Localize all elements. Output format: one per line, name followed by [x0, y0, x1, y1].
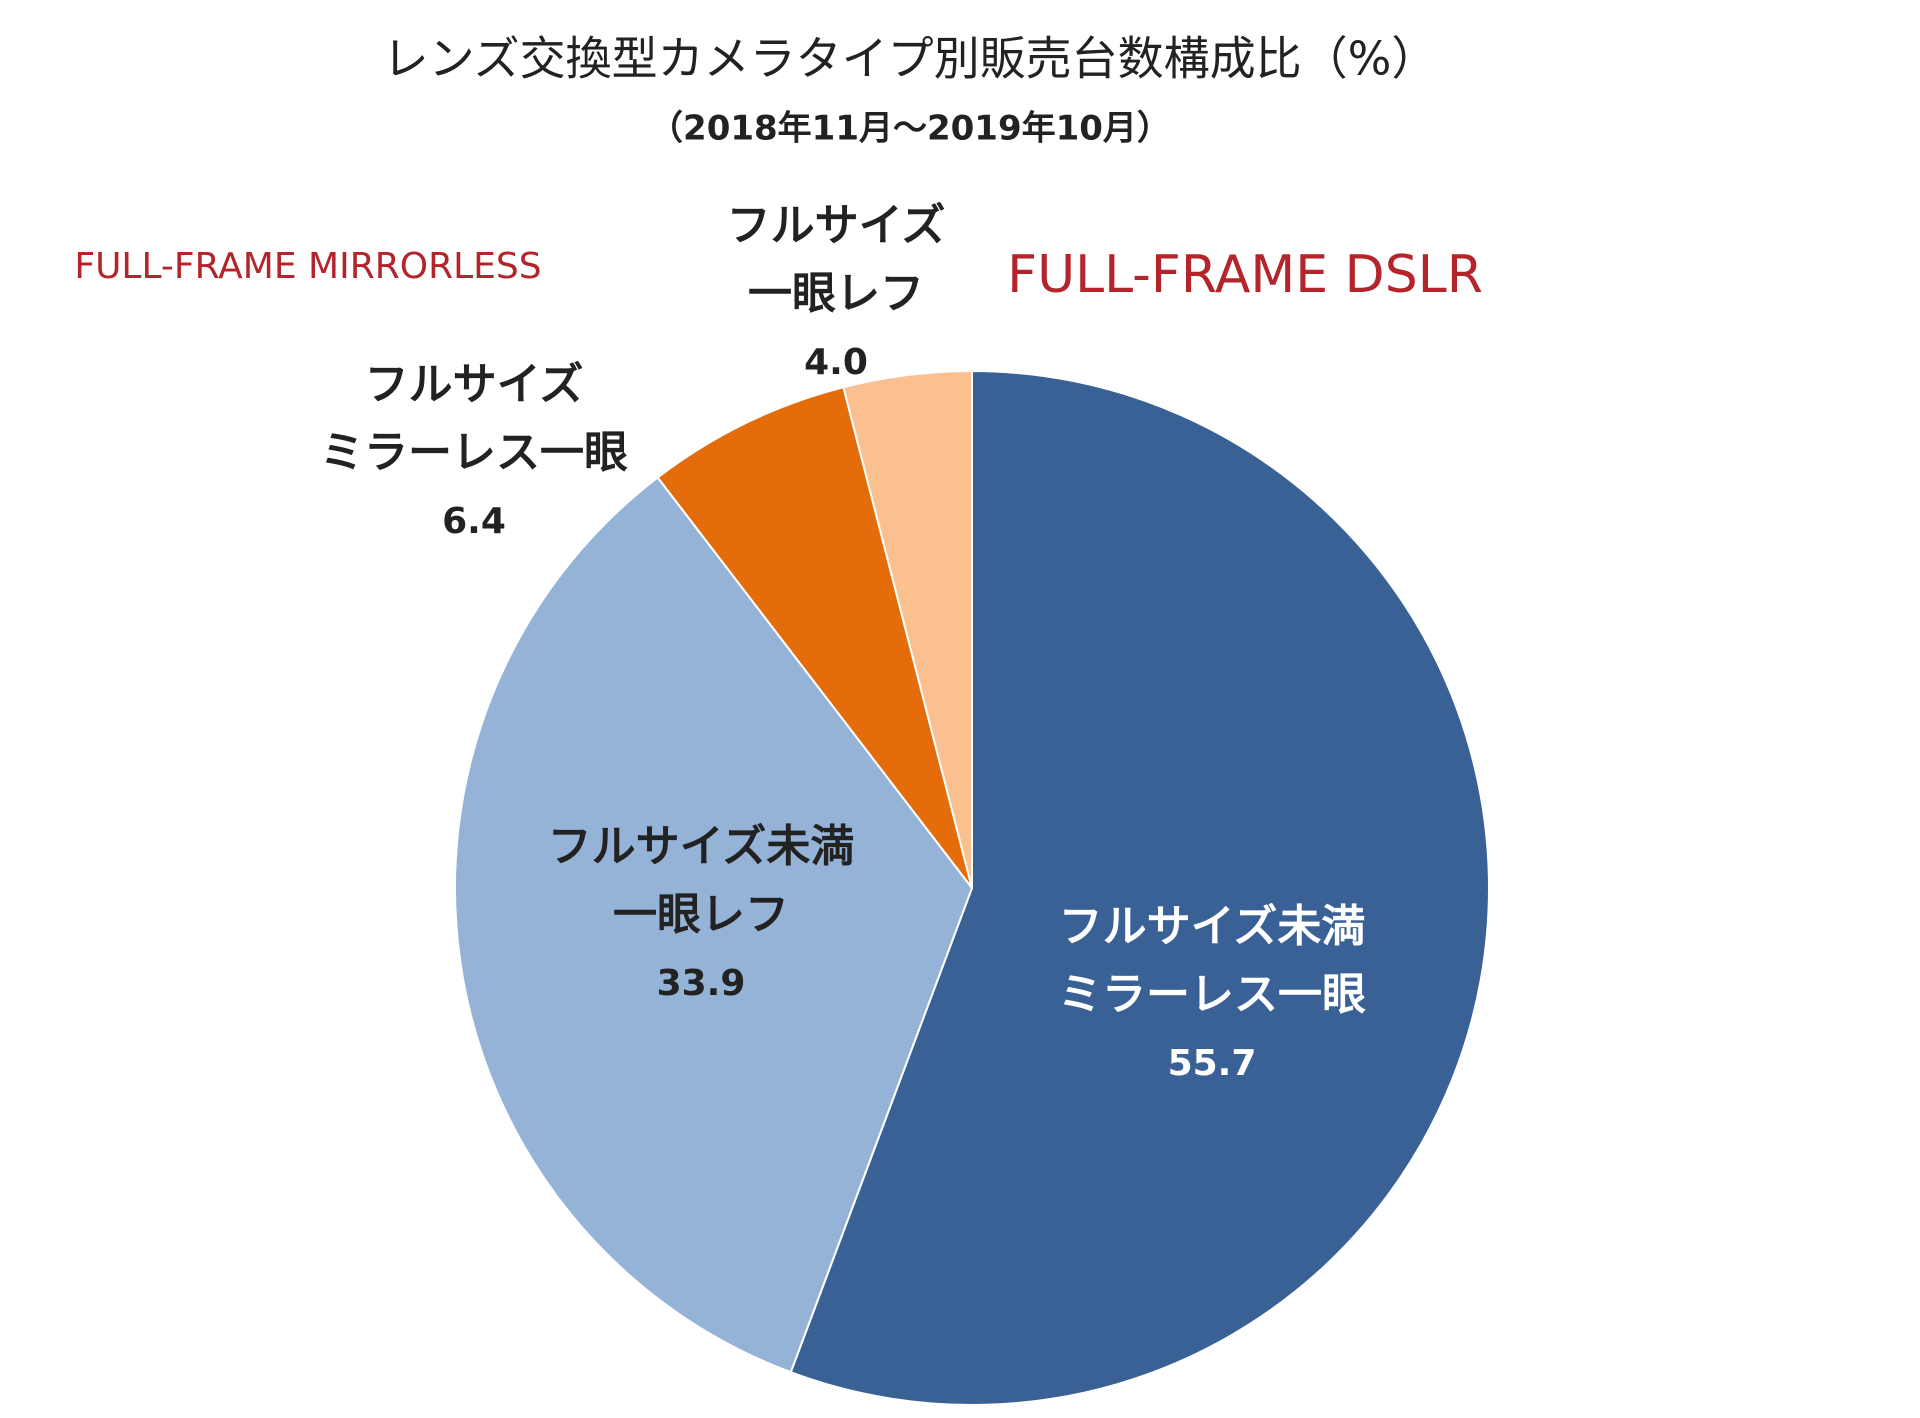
slice-label: フルサイズ未満 — [548, 821, 855, 872]
value-label: 55.7 — [1168, 1043, 1257, 1084]
slice-label: 一眼レフ — [613, 889, 789, 940]
slice-label: 一眼レフ — [748, 268, 924, 319]
chart-subtitle: （2018年11月～2019年10月） — [649, 109, 1171, 149]
pie-slice — [454, 476, 974, 1374]
slice-label: ミラーレス一眼 — [320, 427, 628, 478]
value-label: 6.4 — [442, 501, 506, 542]
slice-label: ミラーレス一眼 — [1058, 969, 1366, 1020]
chart-title: レンズ交換型カメラタイプ別販売台数構成比（%） — [383, 32, 1438, 86]
pie-slice — [656, 386, 973, 889]
value-label: 4.0 — [804, 342, 868, 383]
annotation: FULL-FRAME MIRRORLESS — [74, 246, 541, 287]
value-label: 33.9 — [657, 963, 746, 1004]
annotation: FULL-FRAME DSLR — [1007, 245, 1483, 305]
slice-label: フルサイズ — [365, 359, 584, 410]
pie-slice — [842, 369, 973, 889]
slice-label: フルサイズ — [727, 200, 946, 251]
pie-slice — [789, 369, 1490, 1406]
slice-label: フルサイズ未満 — [1059, 901, 1366, 952]
